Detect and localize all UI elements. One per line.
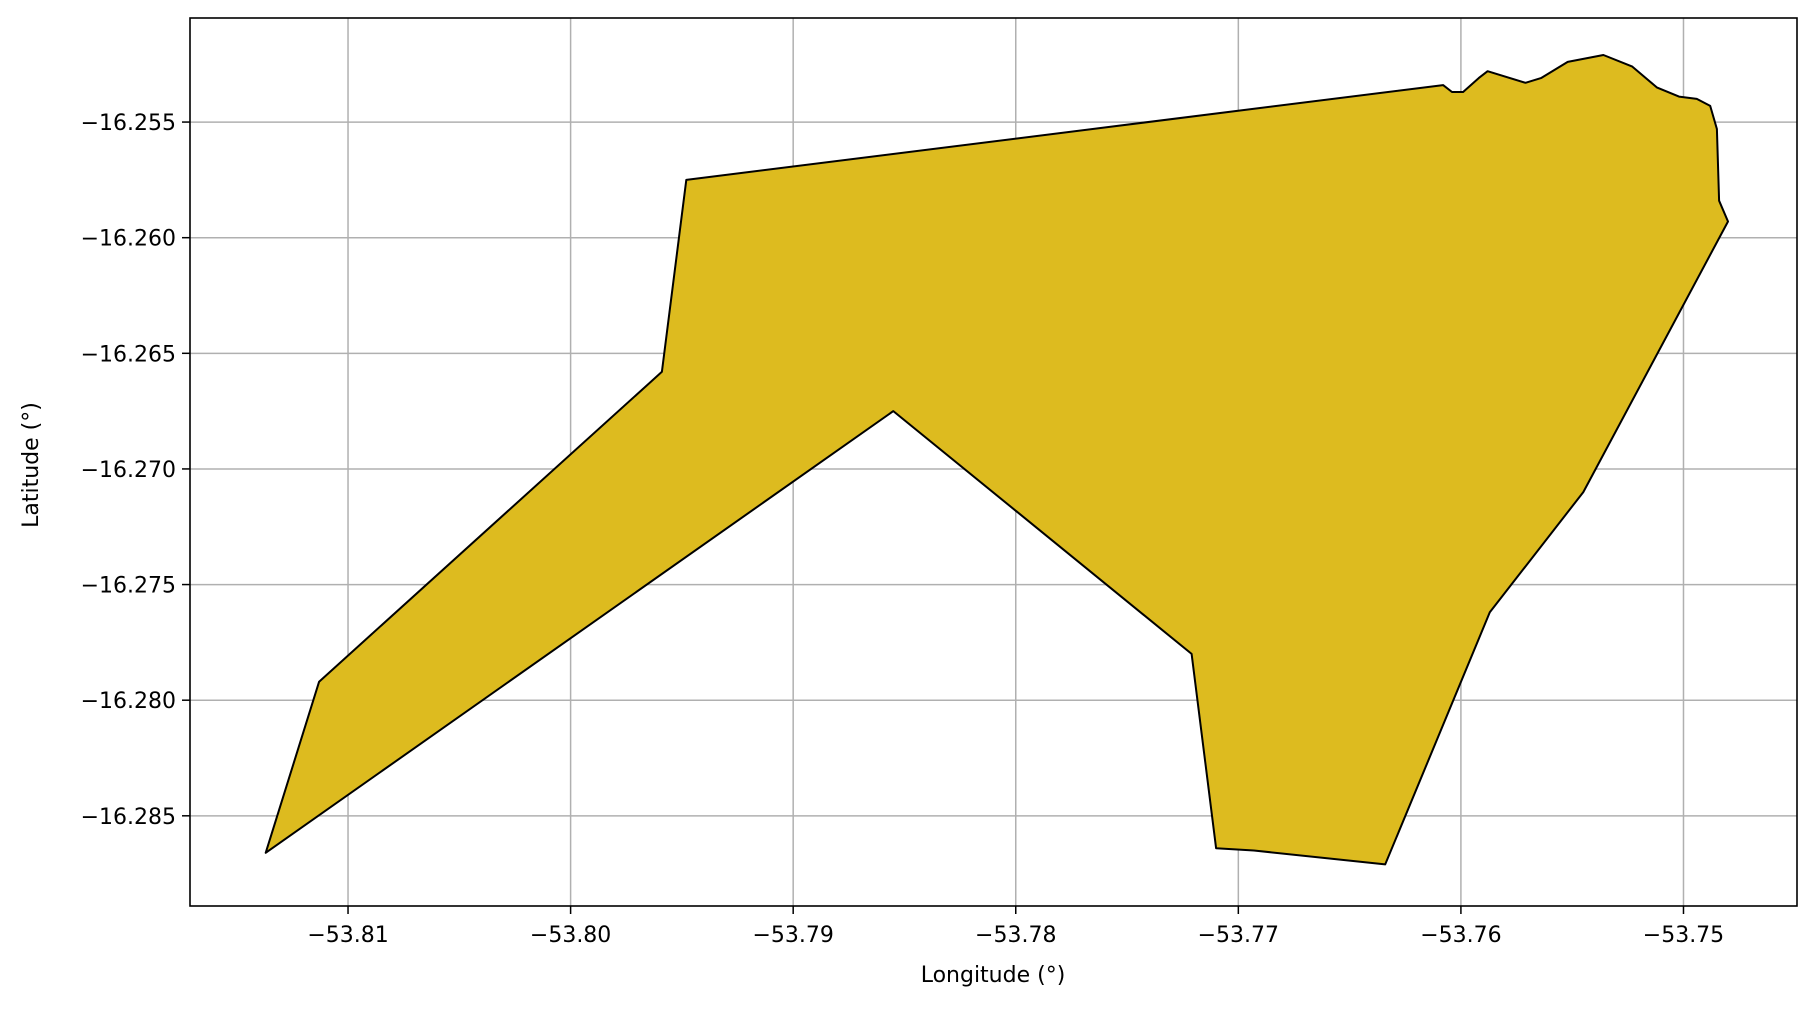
x-tick-label: −53.80 — [530, 923, 611, 948]
y-tick-label: −16.270 — [81, 458, 176, 483]
y-tick-label: −16.285 — [81, 805, 176, 830]
y-axis-ticks: −16.255 −16.260 −16.265 −16.270 −16.275 −16.2… — [81, 111, 190, 830]
x-axis-title: Longitude (°) — [921, 963, 1066, 988]
x-tick-label: −53.77 — [1198, 923, 1279, 948]
x-tick-label: −53.75 — [1643, 923, 1724, 948]
plot-frame — [189, 17, 1798, 907]
x-tick-label: −53.76 — [1420, 923, 1501, 948]
y-tick-label: −16.260 — [81, 227, 176, 252]
x-tick-label: −53.81 — [307, 923, 388, 948]
y-tick-label: −16.265 — [81, 342, 176, 367]
x-axis-ticks: −53.81 −53.80 −53.79 −53.78 −53.77 −53.76 −53.… — [307, 906, 1724, 948]
x-tick-label: −53.79 — [752, 923, 833, 948]
y-tick-label: −16.280 — [81, 689, 176, 714]
x-tick-label: −53.78 — [975, 923, 1056, 948]
axes-frame — [189, 17, 1798, 907]
polygon-layer — [264, 54, 1729, 866]
y-tick-label: −16.255 — [81, 111, 176, 136]
region-polygon — [264, 54, 1729, 866]
y-axis-title: Latitude (°) — [19, 402, 44, 528]
y-tick-label: −16.275 — [81, 574, 176, 599]
